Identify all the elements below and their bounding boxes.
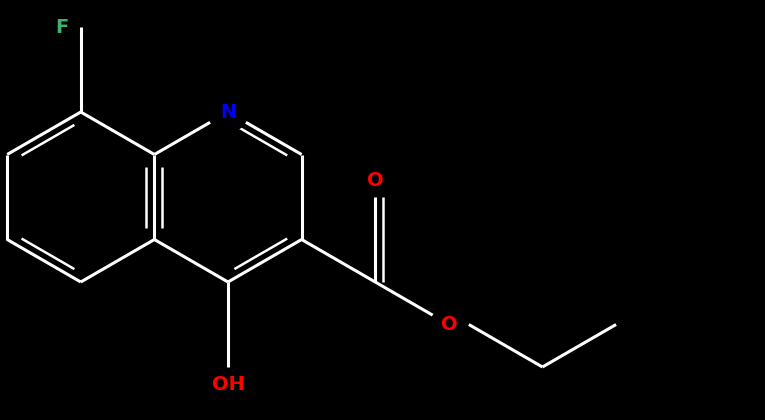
Text: OH: OH [212,375,245,394]
Text: F: F [56,18,69,37]
Text: N: N [220,102,236,121]
Circle shape [208,92,248,132]
Text: O: O [441,315,457,334]
Circle shape [431,307,467,342]
Text: O: O [367,171,383,190]
